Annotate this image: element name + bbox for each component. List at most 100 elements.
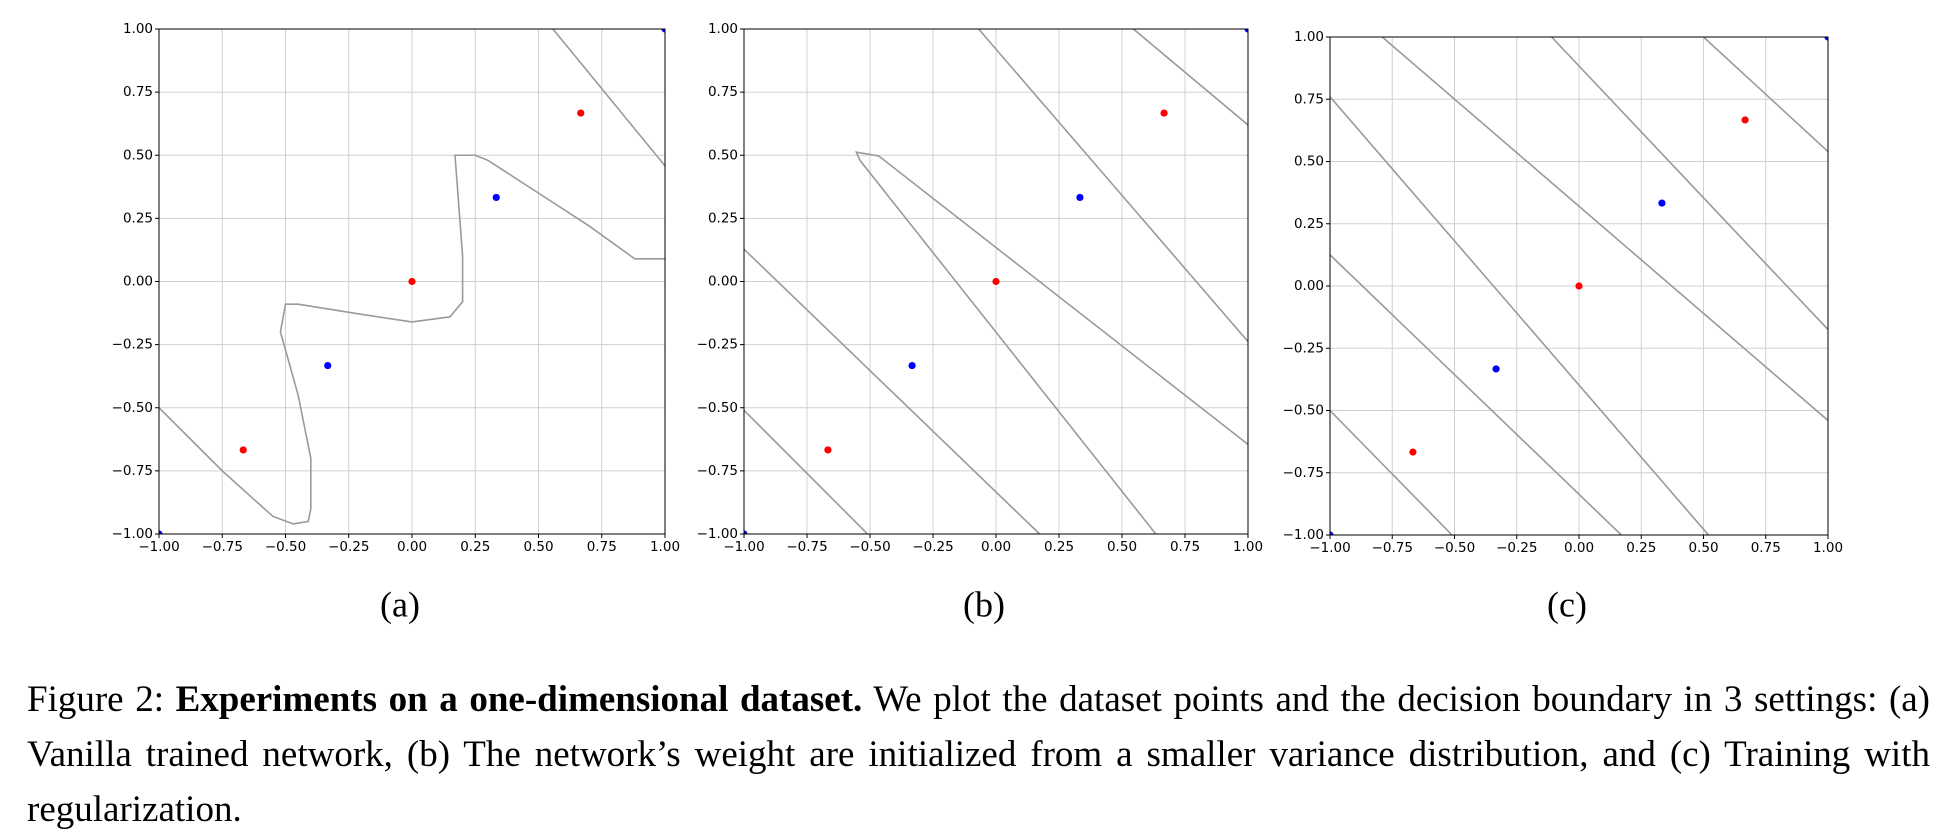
- data-point: [239, 446, 247, 454]
- x-tick-label: −0.75: [1372, 540, 1413, 556]
- y-tick-label: 0.00: [1294, 278, 1324, 294]
- x-tick-label: −0.25: [912, 539, 953, 555]
- x-tick-label: −1.00: [1309, 540, 1350, 556]
- x-tick-label: 0.50: [523, 539, 553, 555]
- decision-boundary: [1132, 29, 1248, 126]
- y-tick-label: −0.25: [112, 337, 153, 353]
- data-point: [1824, 37, 1828, 41]
- caption-heading: Experiments on a one-dimensional dataset…: [175, 679, 863, 720]
- y-tick-label: 0.25: [1294, 216, 1324, 232]
- y-tick-label: 0.75: [1294, 91, 1324, 107]
- y-tick-label: 0.50: [708, 147, 738, 163]
- data-point: [1658, 199, 1666, 207]
- data-point: [492, 193, 500, 202]
- x-tick-label: 0.25: [1044, 539, 1074, 555]
- x-tick-label: 0.50: [1107, 539, 1137, 555]
- x-tick-label: −0.25: [328, 539, 369, 555]
- decision-boundary: [978, 29, 1248, 343]
- decision-boundary: [1330, 254, 1622, 535]
- x-tick-label: −0.75: [786, 539, 827, 555]
- data-point: [1575, 282, 1583, 290]
- data-point: [1492, 365, 1500, 373]
- y-tick-label: 1.00: [708, 21, 738, 37]
- y-tick-label: −0.50: [1283, 403, 1324, 419]
- plot-area: [1330, 37, 1828, 535]
- axes-frame: [743, 28, 1249, 535]
- y-tick-label: −1.00: [112, 526, 153, 542]
- plot-area: [159, 29, 665, 534]
- x-tick-label: −1.00: [723, 539, 764, 555]
- y-tick-label: −0.25: [697, 337, 738, 353]
- y-tick-label: 0.00: [708, 274, 738, 290]
- y-tick-label: 0.25: [708, 210, 738, 226]
- decision-boundary: [1702, 37, 1828, 153]
- decision-boundary: [159, 154, 665, 525]
- x-tick-label: −0.75: [202, 539, 243, 555]
- x-tick-label: 0.75: [1170, 539, 1200, 555]
- y-tick-label: −0.75: [1283, 465, 1324, 481]
- y-tick-label: 0.25: [123, 210, 153, 226]
- plot: −1.00 −0.75 −0.50 −0.25 0.00 0.25 0.50 0.75 1.00…: [1283, 29, 1843, 624]
- data-point: [577, 109, 585, 117]
- data-point: [908, 361, 916, 370]
- caption: Figure 2: Experiments on a one-dimension…: [27, 672, 1930, 837]
- plot: −1.00 −0.75 −0.50 −0.25 0.00 0.25 0.50 0.75 1.00…: [697, 21, 1263, 624]
- x-tick-label: 0.75: [1751, 540, 1781, 556]
- x-tick-label: 1.00: [1233, 539, 1263, 555]
- y-tick-label: 0.50: [1294, 154, 1324, 170]
- subcaption: (c): [1547, 584, 1587, 624]
- data-point: [1076, 193, 1084, 202]
- data-point: [1741, 116, 1749, 124]
- y-tick-label: 0.75: [123, 84, 153, 100]
- plot: −1.00 −0.75 −0.50 −0.25 0.00 0.25 0.50 0.75 1.00…: [112, 21, 680, 624]
- y-tick-label: 0.00: [123, 274, 153, 290]
- data-point: [1330, 531, 1334, 535]
- x-tick-label: −0.50: [265, 539, 306, 555]
- x-tick-label: −1.00: [138, 539, 179, 555]
- data-point: [992, 277, 1000, 286]
- data-point: [824, 446, 832, 454]
- x-tick-label: 0.00: [397, 539, 427, 555]
- x-tick-label: −0.50: [1434, 540, 1475, 556]
- y-tick-label: −1.00: [697, 526, 738, 542]
- y-tick-label: 1.00: [1294, 29, 1324, 45]
- decision-boundary: [855, 151, 1248, 534]
- decision-boundary: [1330, 409, 1453, 535]
- x-tick-label: 0.00: [981, 539, 1011, 555]
- y-tick-label: −1.00: [1283, 527, 1324, 543]
- x-tick-label: 0.75: [587, 539, 617, 555]
- y-tick-label: −0.50: [112, 400, 153, 416]
- x-tick-label: 0.50: [1688, 540, 1718, 556]
- caption-text: We plot the dataset points and the decis…: [27, 679, 1931, 830]
- x-tick-label: 0.25: [460, 539, 490, 555]
- data-point: [661, 29, 665, 33]
- decision-boundary: [744, 409, 869, 534]
- y-tick-label: 0.50: [123, 147, 153, 163]
- y-tick-label: −0.50: [697, 400, 738, 416]
- decision-boundary: [744, 248, 1041, 534]
- data-point: [744, 530, 748, 534]
- data-point: [408, 277, 416, 286]
- y-tick-label: 0.75: [708, 84, 738, 100]
- y-tick-label: −0.25: [1283, 340, 1324, 356]
- x-tick-label: 1.00: [1813, 540, 1843, 556]
- x-tick-label: −0.50: [849, 539, 890, 555]
- axes-frame: [1329, 36, 1829, 536]
- data-point: [1409, 448, 1417, 456]
- decision-boundary: [1330, 96, 1710, 535]
- x-tick-label: 1.00: [650, 539, 680, 555]
- plot-area: [744, 29, 1248, 534]
- axes-frame: [158, 28, 666, 535]
- caption-label: Figure 2:: [27, 679, 164, 720]
- decision-boundary: [552, 29, 665, 167]
- figure: −1.00 −0.75 −0.50 −0.25 0.00 0.25 0.50 0.75 1.00…: [112, 21, 1843, 624]
- x-tick-label: 0.00: [1564, 540, 1594, 556]
- data-point: [324, 361, 332, 370]
- decision-boundary: [1551, 37, 1828, 331]
- y-tick-label: −0.75: [112, 463, 153, 479]
- data-point: [159, 530, 163, 534]
- x-tick-label: −0.25: [1496, 540, 1537, 556]
- data-point: [1160, 109, 1168, 117]
- subcaption: (b): [963, 584, 1005, 624]
